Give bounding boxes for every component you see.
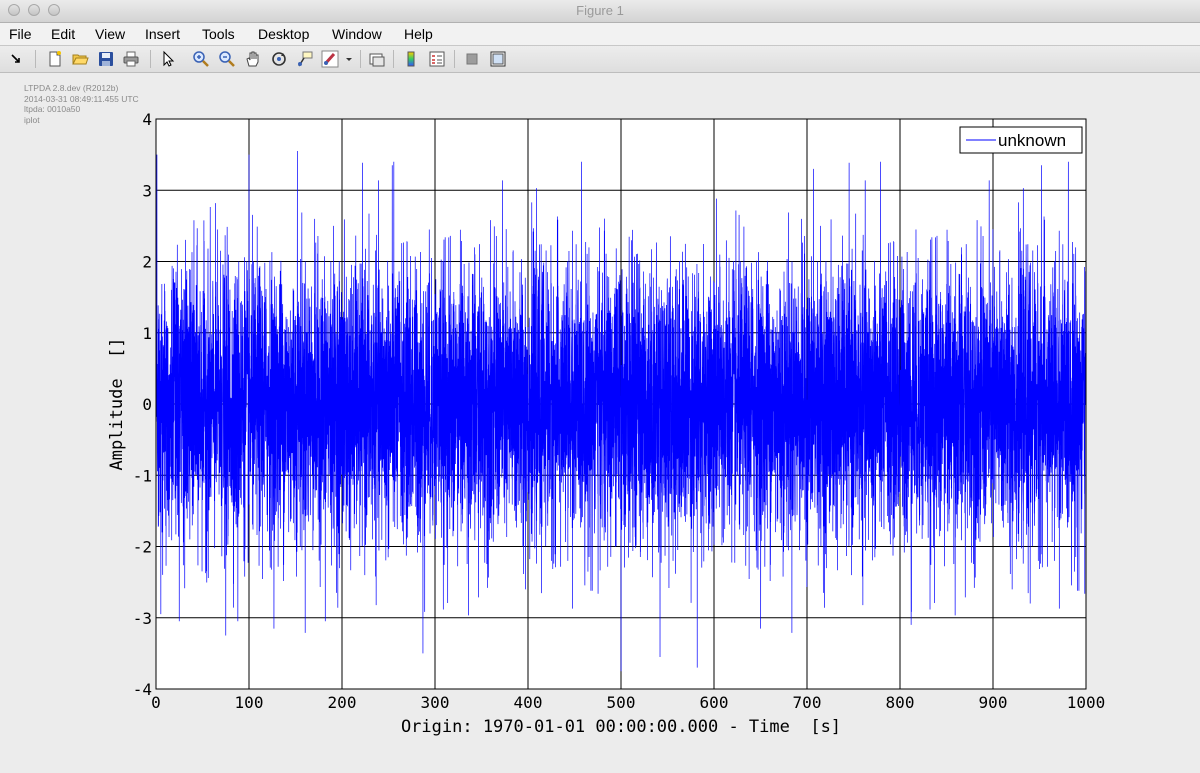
brush-dropdown-icon[interactable] bbox=[342, 49, 356, 69]
rotate-3d-icon[interactable] bbox=[269, 49, 289, 69]
print-icon[interactable] bbox=[121, 49, 141, 69]
open-icon[interactable] bbox=[70, 49, 90, 69]
x-axis-label: Origin: 1970-01-01 00:00:00.000 - Time [… bbox=[401, 717, 841, 737]
trace-group bbox=[156, 151, 1086, 672]
window-titlebar: Figure 1 bbox=[0, 0, 1200, 23]
x-tick-label: 0 bbox=[151, 693, 161, 712]
x-tick-label: 600 bbox=[700, 693, 729, 712]
y-tick-label: -2 bbox=[133, 538, 152, 557]
hide-plot-tools-icon[interactable] bbox=[462, 49, 482, 69]
x-tick-label: 300 bbox=[421, 693, 450, 712]
x-tick-label: 900 bbox=[979, 693, 1008, 712]
y-tick-label: -3 bbox=[133, 609, 152, 628]
menu-view[interactable]: View bbox=[95, 26, 126, 42]
link-plot-icon[interactable] bbox=[367, 49, 387, 69]
zoom-window-button[interactable] bbox=[48, 4, 60, 16]
x-tick-label: 1000 bbox=[1067, 693, 1106, 712]
x-tick-label: 400 bbox=[514, 693, 543, 712]
toolbar-separator bbox=[454, 50, 455, 68]
menu-help[interactable]: Help bbox=[404, 26, 433, 42]
close-window-button[interactable] bbox=[8, 4, 20, 16]
info-line: iplot bbox=[24, 114, 40, 125]
arrow-icon[interactable] bbox=[6, 49, 26, 69]
info-line: 2014-03-31 08:49:11.455 UTC bbox=[24, 93, 139, 104]
toolbar-separator bbox=[360, 50, 361, 68]
x-tick-label: 200 bbox=[328, 693, 357, 712]
menu-bar: File Edit View Insert Tools Desktop Wind… bbox=[0, 23, 1200, 45]
toolbar-separator bbox=[35, 50, 36, 68]
x-tick-label: 800 bbox=[886, 693, 915, 712]
x-tick-label: 700 bbox=[793, 693, 822, 712]
menu-edit[interactable]: Edit bbox=[51, 26, 76, 42]
y-tick-label: -4 bbox=[133, 680, 152, 699]
zoom-out-icon[interactable] bbox=[217, 49, 237, 69]
toolbar-separator bbox=[393, 50, 394, 68]
minimize-window-button[interactable] bbox=[28, 4, 40, 16]
show-plot-tools-icon[interactable] bbox=[488, 49, 508, 69]
axes-box bbox=[155, 118, 1087, 690]
toolbar-separator bbox=[150, 50, 151, 68]
menu-window[interactable]: Window bbox=[332, 26, 382, 42]
y-tick-label: 3 bbox=[142, 181, 152, 200]
window-title: Figure 1 bbox=[576, 3, 624, 18]
x-tick-label: 500 bbox=[607, 693, 636, 712]
select-pointer-icon[interactable] bbox=[158, 49, 178, 69]
legend-label-unknown: unknown bbox=[998, 131, 1066, 150]
trace-unknown bbox=[156, 151, 1086, 672]
y-tick-label: 2 bbox=[142, 253, 152, 272]
new-figure-icon[interactable] bbox=[45, 49, 65, 69]
x-tick-label: 100 bbox=[235, 693, 264, 712]
y-axis-label: Amplitude [] bbox=[107, 337, 127, 470]
y-tick-label: -1 bbox=[133, 466, 152, 485]
pan-hand-icon[interactable] bbox=[243, 49, 263, 69]
info-line: LTPDA 2.8.dev (R2012b) bbox=[24, 83, 119, 93]
colorbar-icon[interactable] bbox=[401, 49, 421, 69]
menu-insert[interactable]: Insert bbox=[145, 26, 181, 42]
menu-tools[interactable]: Tools bbox=[202, 26, 235, 42]
y-tick-label: 0 bbox=[142, 395, 152, 414]
y-tick-label: 1 bbox=[142, 324, 152, 343]
menu-desktop[interactable]: Desktop bbox=[258, 26, 310, 42]
data-cursor-icon[interactable] bbox=[295, 49, 315, 69]
save-icon[interactable] bbox=[96, 49, 116, 69]
zoom-in-icon[interactable] bbox=[191, 49, 211, 69]
menu-file[interactable]: File bbox=[9, 26, 32, 42]
info-line: ltpda: 0010a50 bbox=[24, 104, 81, 114]
legend-icon[interactable] bbox=[427, 49, 447, 69]
brush-icon[interactable] bbox=[320, 49, 340, 69]
legend[interactable]: unknown bbox=[959, 126, 1083, 154]
y-tick-label: 4 bbox=[142, 110, 152, 129]
ltpda-info-text: LTPDA 2.8.dev (R2012b) 2014-03-31 08:49:… bbox=[24, 83, 139, 125]
tick-labels: 0 100 200 300 400 500 600 700 800 900 1000 -4 -3 -2 -1… bbox=[133, 110, 1106, 712]
figure-toolbar bbox=[0, 45, 1200, 73]
